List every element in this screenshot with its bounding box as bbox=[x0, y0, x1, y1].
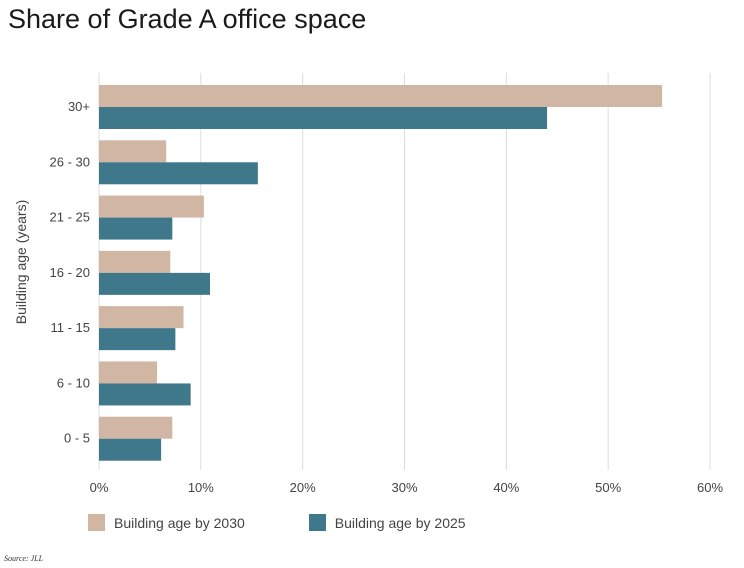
x-tick-label: 0% bbox=[90, 480, 109, 495]
bar-2030 bbox=[99, 416, 173, 439]
y-tick-labels: 30+ 26 - 30 21 - 25 16 - 20 11 - 15 6 - 10 0 -… bbox=[50, 99, 90, 446]
bar-2030 bbox=[99, 195, 204, 218]
x-tick-label: 60% bbox=[697, 480, 723, 495]
bar-2030 bbox=[99, 306, 184, 329]
gridlines bbox=[98, 73, 711, 470]
bar-2025 bbox=[99, 383, 191, 406]
y-tick-label: 26 - 30 bbox=[50, 154, 90, 169]
bar-2030 bbox=[99, 140, 167, 163]
y-tick-label: 11 - 15 bbox=[50, 320, 90, 335]
x-tick-label: 30% bbox=[391, 480, 417, 495]
legend-swatch-2030 bbox=[88, 514, 105, 531]
x-tick-labels: 0% 10% 20% 30% 40% 50% 60% bbox=[90, 480, 724, 495]
legend-label-2030: Building age by 2030 bbox=[114, 514, 245, 531]
bar-2025 bbox=[99, 328, 176, 351]
bar-2030 bbox=[99, 85, 663, 107]
bar-2030 bbox=[99, 250, 171, 273]
bar-chart: 0% 10% 20% 30% 40% 50% 60% 30+ 26 - 30 21 - 25 16… bbox=[13, 73, 724, 495]
x-tick-label: 10% bbox=[188, 480, 214, 495]
y-axis-label: Building age (years) bbox=[13, 200, 29, 325]
y-tick-label: 30+ bbox=[68, 99, 90, 114]
y-tick-label: 6 - 10 bbox=[57, 375, 90, 390]
y-tick-label: 21 - 25 bbox=[50, 210, 90, 225]
chart-title: Share of Grade A office space bbox=[8, 4, 367, 34]
bar-2025 bbox=[99, 107, 548, 129]
x-tick-label: 50% bbox=[595, 480, 621, 495]
bar-2025 bbox=[99, 272, 210, 295]
bar-2025 bbox=[99, 162, 258, 185]
legend-swatch-2025 bbox=[308, 514, 326, 531]
legend-item-2030: Building age by 2030 bbox=[88, 514, 245, 531]
y-tick-label: 16 - 20 bbox=[50, 265, 90, 280]
x-tick-label: 40% bbox=[493, 480, 519, 495]
bars bbox=[99, 85, 663, 461]
bar-2030 bbox=[99, 361, 158, 384]
y-tick-label: 0 - 5 bbox=[64, 431, 90, 446]
x-tick-label: 20% bbox=[290, 480, 316, 495]
bar-2025 bbox=[99, 438, 162, 461]
legend-item-2025: Building age by 2025 bbox=[308, 514, 466, 531]
source-note: Source: JLL bbox=[4, 554, 44, 563]
bar-2025 bbox=[99, 217, 173, 240]
legend: Building age by 2030 Building age by 202… bbox=[88, 514, 530, 531]
legend-label-2025: Building age by 2025 bbox=[334, 514, 466, 531]
